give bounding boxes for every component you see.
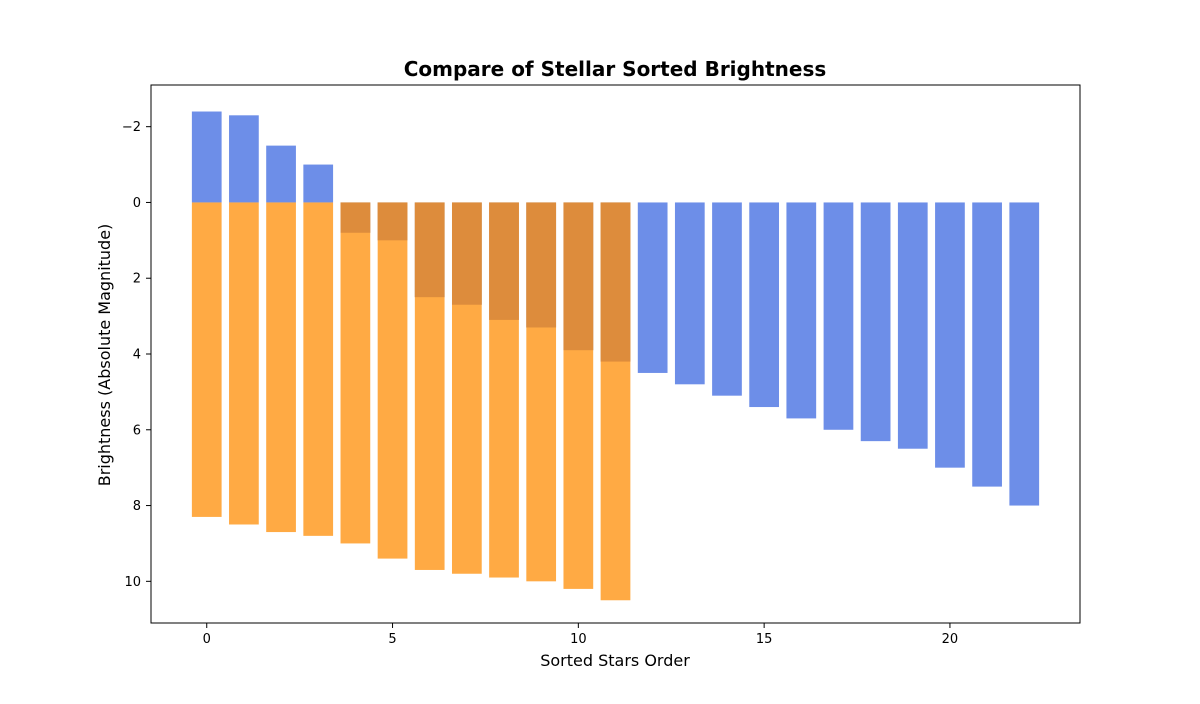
x-tick-label: 0 xyxy=(203,632,211,647)
bars-layer xyxy=(191,111,1040,601)
bar-series-1 xyxy=(303,164,334,203)
y-tick-label: −2 xyxy=(122,120,141,135)
bar-series-2 xyxy=(229,202,259,525)
y-tick-label: 2 xyxy=(133,272,141,287)
chart-title: Compare of Stellar Sorted Brightness xyxy=(404,57,827,81)
bar-series-1 xyxy=(860,202,891,442)
bar-overlap xyxy=(377,202,408,241)
bar-series-1 xyxy=(935,202,965,468)
bar-series-1 xyxy=(266,145,296,203)
bar-series-2 xyxy=(340,202,371,544)
bar-series-1 xyxy=(637,202,668,373)
x-tick-label: 10 xyxy=(570,632,587,647)
bar-series-2 xyxy=(377,202,408,559)
bar-overlap xyxy=(340,202,371,233)
x-axis-label: Sorted Stars Order xyxy=(540,651,690,670)
axes-layer: 0 5 10 15 20 −2 0 2 4 6 8 10 xyxy=(122,84,1081,647)
bar-series-2 xyxy=(191,202,222,517)
bar-overlap xyxy=(526,202,557,328)
bar-overlap xyxy=(414,202,445,298)
bar-series-2 xyxy=(266,202,296,533)
bar-series-1 xyxy=(972,202,1002,487)
y-tick-label: 8 xyxy=(133,499,141,514)
bar-series-1 xyxy=(749,202,780,408)
y-tick-label: 4 xyxy=(133,348,141,363)
y-tick-label: 0 xyxy=(133,196,141,211)
bar-overlap xyxy=(451,202,482,305)
bar-overlap xyxy=(600,202,631,362)
x-tick-label: 20 xyxy=(942,632,959,647)
x-tick-label: 5 xyxy=(388,632,396,647)
bar-series-1 xyxy=(823,202,854,430)
y-tick-label: 6 xyxy=(133,423,141,438)
bar-overlap xyxy=(489,202,519,320)
bar-series-1 xyxy=(712,202,742,396)
bar-series-1 xyxy=(1009,202,1040,506)
x-tick-label: 15 xyxy=(756,632,773,647)
bar-series-1 xyxy=(897,202,928,449)
bar-overlap xyxy=(563,202,594,351)
bar-series-1 xyxy=(674,202,705,385)
bar-series-2 xyxy=(303,202,334,536)
bar-series-1 xyxy=(191,111,222,203)
y-tick-label: 10 xyxy=(124,575,141,590)
bar-series-1 xyxy=(786,202,817,419)
bar-series-1 xyxy=(229,115,259,203)
y-axis-label: Brightness (Absolute Magnitude) xyxy=(95,224,114,487)
